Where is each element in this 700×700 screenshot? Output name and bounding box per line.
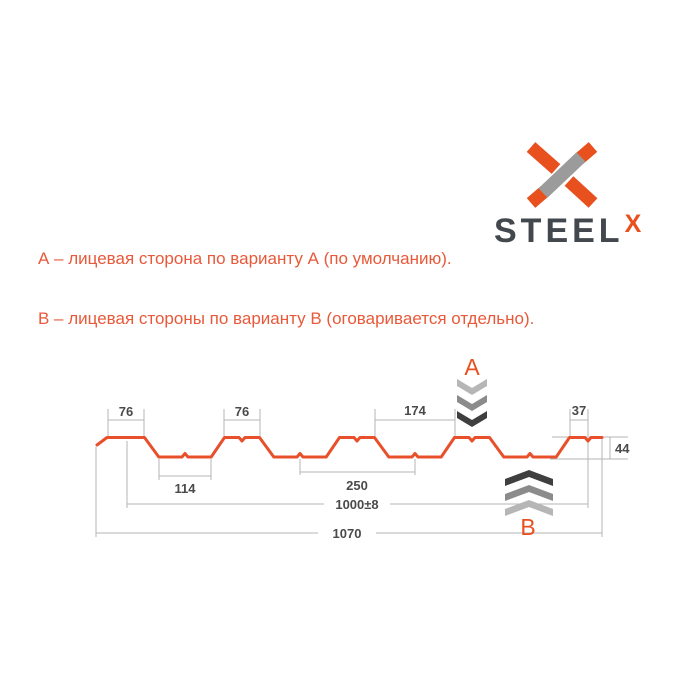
chevron-down-icon [457, 379, 487, 395]
brand-name: STEEL [494, 212, 624, 250]
brand-wordmark: STEELX [494, 210, 642, 251]
dimension-label: 76 [119, 404, 133, 419]
brand-accent-x: X [624, 210, 642, 238]
dimension-76-second: 76 [223, 404, 261, 436]
logo-arm-top-right [574, 142, 598, 164]
dimension-label: 37 [572, 403, 586, 418]
dimension-label: 174 [404, 403, 426, 418]
logo-arm-top-left [526, 142, 561, 174]
brand-logo: STEELX [490, 140, 660, 250]
chevron-up-icon [505, 500, 553, 516]
brand-x-mark-icon [526, 142, 598, 208]
chevron-down-icon [457, 411, 487, 427]
chevron-up-icon [505, 470, 553, 486]
chevron-up-icon [505, 485, 553, 501]
chevron-down-icon [457, 395, 487, 411]
dimension-label: 1070 [333, 526, 362, 541]
dimension-label: 114 [175, 481, 197, 496]
marker-b: B [505, 470, 553, 540]
profile-outline [95, 436, 604, 459]
dimension-1070: 1070 [95, 439, 603, 541]
logo-arm-bottom-left [526, 186, 550, 208]
dimension-37: 37 [569, 403, 589, 436]
dimension-label: 250 [346, 478, 368, 493]
logo-arm-bottom-right [564, 176, 598, 208]
dimension-250: 250 [299, 459, 416, 493]
note-variant-b: В – лицевая стороны по варианту В (огова… [38, 309, 535, 328]
dimension-1000: 1000±8 [126, 441, 589, 512]
dimension-174: 174 [374, 403, 456, 436]
dimension-label: 44 [615, 441, 630, 456]
dimension-76-left: 76 [107, 404, 145, 436]
dimension-label: 1000±8 [335, 497, 378, 512]
logo-gray-ribbon [538, 152, 586, 198]
marker-b-label: B [520, 514, 535, 540]
marker-a: A [457, 354, 487, 427]
note-variant-a: А – лицевая сторона по варианту А (по ум… [38, 249, 452, 268]
dimension-label: 76 [235, 404, 249, 419]
dimension-114: 114 [158, 459, 212, 496]
marker-a-label: A [464, 354, 480, 380]
